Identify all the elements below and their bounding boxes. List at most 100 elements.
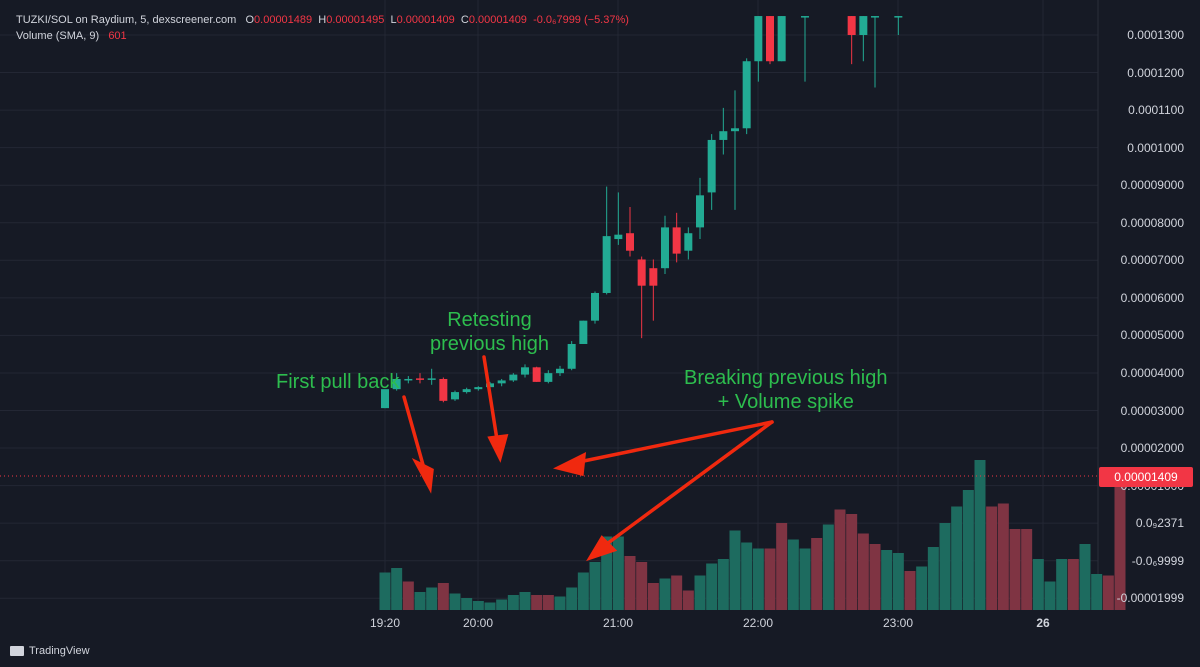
volume-bar bbox=[1091, 574, 1103, 610]
candle-body bbox=[509, 374, 518, 381]
volume-bar bbox=[881, 550, 893, 610]
volume-bar bbox=[717, 559, 729, 610]
volume-bar bbox=[402, 581, 414, 610]
volume-bar bbox=[589, 562, 601, 610]
volume-bar bbox=[787, 539, 799, 610]
candle-body bbox=[871, 16, 879, 18]
candle-body bbox=[637, 259, 646, 286]
tradingview-logo[interactable]: TradingView bbox=[10, 645, 90, 657]
candle-body bbox=[474, 387, 483, 390]
volume-bar bbox=[986, 506, 998, 610]
volume-bar bbox=[612, 536, 624, 610]
annotation-first-pullback: First pull back bbox=[276, 371, 400, 393]
volume-bar bbox=[566, 587, 578, 610]
volume-bar bbox=[962, 490, 974, 610]
volume-bar bbox=[694, 575, 706, 610]
volume-bar bbox=[437, 583, 449, 610]
y-tick-label: 0.00009000 bbox=[1120, 178, 1184, 193]
candle-body bbox=[462, 389, 471, 393]
x-tick-label: 20:00 bbox=[462, 616, 494, 630]
annotation-breaking: Breaking previous high + Volume spike bbox=[684, 366, 887, 414]
volume-bar bbox=[776, 523, 788, 610]
volume-bar bbox=[741, 542, 753, 610]
annotation-retesting: Retesting previous high bbox=[430, 308, 549, 356]
candle-body bbox=[731, 128, 739, 132]
candle-body bbox=[392, 378, 401, 390]
volume-bar bbox=[636, 562, 648, 610]
y-tick-label: 0.0001100 bbox=[1128, 103, 1184, 118]
arrow-volume-spike bbox=[602, 420, 774, 548]
candle-body bbox=[544, 373, 553, 382]
candle-body bbox=[521, 367, 529, 375]
candle-body bbox=[696, 195, 704, 228]
candle-body bbox=[579, 320, 588, 344]
volume-bar bbox=[472, 601, 484, 610]
annotation-arrows bbox=[402, 355, 774, 562]
high-value: 0.00001495 bbox=[326, 14, 385, 26]
change-value: -0.0₆7999 (−5.37%) bbox=[533, 14, 629, 26]
candle-body bbox=[742, 61, 751, 129]
candle-body bbox=[416, 378, 424, 380]
y-tick-label: 0.0001300 bbox=[1127, 28, 1184, 42]
arrow-retesting-head bbox=[487, 433, 509, 463]
close-value: 0.00001409 bbox=[468, 14, 527, 26]
volume-indicator-label[interactable]: Volume (SMA, 9) bbox=[16, 30, 100, 42]
volume-bar bbox=[916, 566, 928, 610]
candle-body bbox=[532, 367, 541, 382]
y-tick-label: 0.00002000 bbox=[1120, 441, 1184, 456]
volume-bar bbox=[869, 544, 881, 610]
volume-bar bbox=[531, 595, 543, 610]
close-label: C bbox=[460, 14, 469, 26]
low-label: L bbox=[390, 14, 397, 26]
volume-bar bbox=[939, 523, 951, 610]
candle-body bbox=[859, 16, 868, 35]
volume-bar bbox=[449, 593, 461, 610]
y-tick-label: 0.0₉2371 bbox=[1135, 516, 1184, 531]
volume-bar bbox=[904, 571, 916, 610]
volume-bar bbox=[414, 592, 426, 610]
y-tick-label: 0.00008000 bbox=[1120, 215, 1184, 230]
volume-bar bbox=[706, 563, 718, 610]
y-tick-label: 0.00005000 bbox=[1120, 328, 1184, 343]
volume-bar bbox=[811, 538, 823, 610]
volume-bar bbox=[682, 590, 694, 610]
candle-body bbox=[801, 16, 809, 18]
arrow-volume-spike-head bbox=[586, 535, 618, 562]
candle-body bbox=[626, 233, 634, 251]
volume-bar bbox=[496, 599, 508, 610]
arrow-breakout-candle-head bbox=[552, 452, 587, 477]
x-tick-label: 22:00 bbox=[742, 616, 774, 630]
candle-body bbox=[754, 16, 763, 62]
annotation-breaking-line1: Breaking previous high bbox=[684, 367, 888, 389]
volume-bar bbox=[671, 575, 683, 610]
volume-bar bbox=[799, 548, 811, 610]
candle-body bbox=[719, 131, 728, 140]
y-tick-label: 0.00003000 bbox=[1120, 403, 1184, 418]
volume-bar bbox=[1032, 559, 1044, 610]
candle-body bbox=[556, 368, 564, 374]
volume-bar bbox=[764, 548, 776, 610]
annotation-retesting-line2: previous high bbox=[430, 333, 549, 355]
volume-bar bbox=[624, 556, 636, 610]
candle-body bbox=[439, 378, 448, 401]
y-tick-label: 0.00007000 bbox=[1120, 253, 1184, 268]
current-price-tag: 0.00001409 bbox=[1099, 467, 1193, 487]
chart-grid bbox=[0, 0, 1099, 608]
volume-bar bbox=[846, 514, 858, 610]
arrow-first-pullback bbox=[402, 395, 427, 474]
candle-body bbox=[567, 343, 576, 369]
candlesticks bbox=[381, 16, 903, 409]
y-tick-label: -0.00001999 bbox=[1116, 591, 1184, 606]
candle-body bbox=[427, 378, 436, 380]
x-tick-label: 26 bbox=[1036, 616, 1050, 630]
x-tick-label: 19:20 bbox=[369, 616, 401, 630]
volume-bar bbox=[927, 547, 939, 610]
x-tick-label: 23:00 bbox=[882, 616, 914, 630]
volume-bars bbox=[379, 460, 1126, 610]
candle-body bbox=[894, 16, 903, 18]
candle-body bbox=[661, 227, 669, 269]
volume-bar bbox=[1079, 544, 1091, 610]
y-tick-label: -0.0₆9999 bbox=[1131, 553, 1184, 568]
volume-bar bbox=[554, 596, 566, 610]
